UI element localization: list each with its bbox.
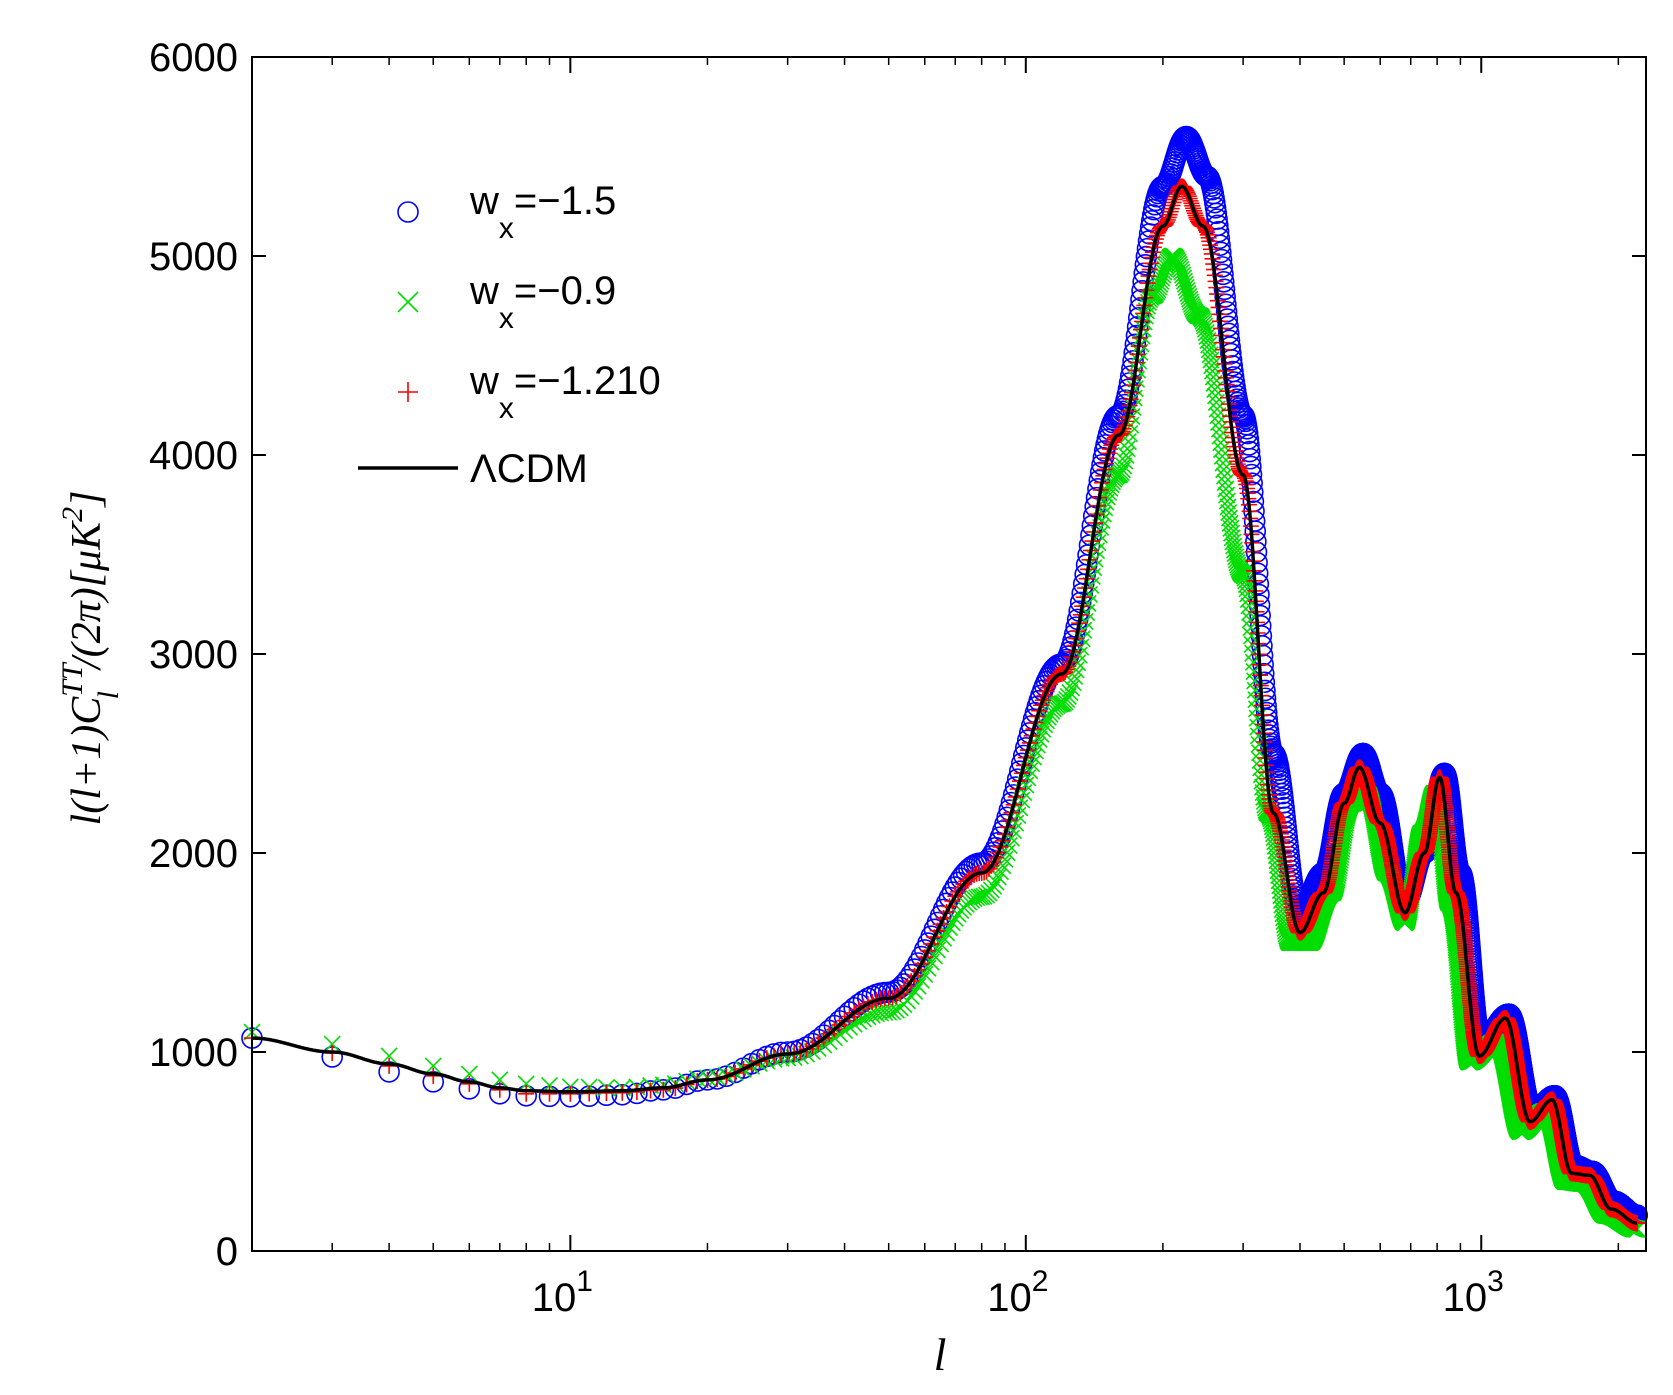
data-point (515, 1084, 538, 1107)
data-point (1251, 634, 1273, 657)
data-point (1136, 237, 1159, 260)
data-point (1220, 348, 1243, 371)
data-point (460, 1065, 478, 1083)
data-point (1252, 662, 1275, 685)
data-point (1244, 520, 1267, 543)
series-layer (241, 125, 1649, 1238)
data-point (1126, 315, 1149, 338)
data-point (1217, 315, 1239, 338)
series-1 (243, 247, 1646, 1238)
data-point (491, 1071, 509, 1089)
data-point (611, 1083, 634, 1106)
data-point (1236, 422, 1259, 445)
data-point (1238, 434, 1260, 456)
data-point (1255, 701, 1278, 724)
data-point (1221, 354, 1244, 377)
series-2 (244, 178, 1646, 1232)
data-point (1134, 253, 1157, 276)
data-point (323, 1035, 341, 1053)
data-point (1213, 278, 1236, 301)
series-0 (241, 125, 1649, 1226)
data-point (424, 1057, 442, 1075)
data-point (380, 1047, 398, 1065)
data-point (1205, 202, 1228, 225)
data-point (1241, 481, 1264, 503)
